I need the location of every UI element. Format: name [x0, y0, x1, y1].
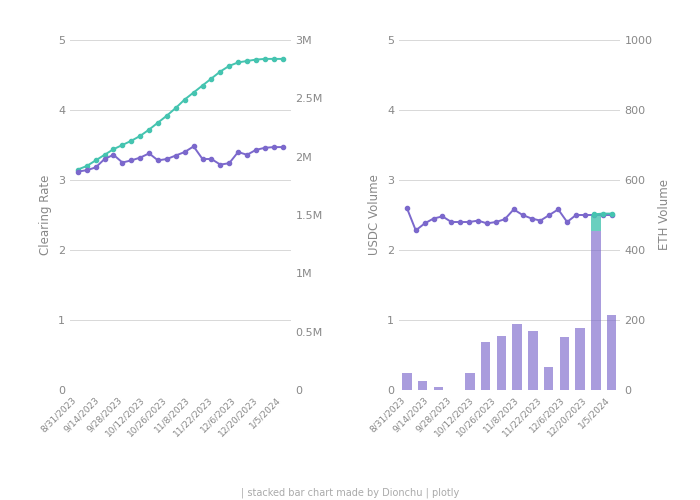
Bar: [418, 381, 427, 390]
Bar: [560, 337, 569, 390]
Bar: [433, 387, 443, 390]
Bar: [481, 342, 490, 390]
Y-axis label: USDC Volume: USDC Volume: [368, 174, 382, 256]
Bar: [497, 336, 506, 390]
Bar: [512, 324, 522, 390]
Y-axis label: ETH Volume: ETH Volume: [658, 180, 671, 250]
Bar: [575, 328, 585, 390]
Bar: [544, 367, 553, 390]
Bar: [528, 330, 538, 390]
Bar: [591, 231, 601, 390]
Y-axis label: Clearing Rate: Clearing Rate: [39, 175, 52, 255]
Bar: [591, 215, 601, 231]
Bar: [402, 373, 412, 390]
Text: | stacked bar chart made by Dionchu | plotly: | stacked bar chart made by Dionchu | pl…: [241, 487, 459, 498]
Bar: [465, 373, 475, 390]
Bar: [607, 315, 617, 390]
